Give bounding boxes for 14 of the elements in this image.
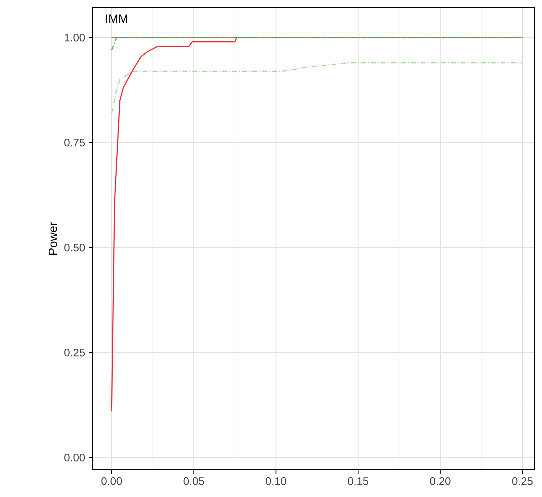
line-series (111, 62, 524, 114)
y-tick-label: 0.75 (64, 138, 86, 147)
x-tick-label: 0.25 (512, 478, 533, 486)
x-tick-label: 0.05 (184, 478, 204, 486)
y-axis-title: Power (48, 222, 58, 255)
x-tick-label: 0.10 (266, 478, 286, 486)
y-tick-label: 0.00 (64, 454, 86, 462)
y-tick-label: 0.50 (64, 244, 86, 252)
y-tick-label: 0.25 (64, 348, 86, 357)
chart-title: IMM (106, 14, 128, 23)
x-tick-label: 0.20 (430, 478, 451, 486)
x-tick-label: 0.15 (348, 478, 369, 486)
x-tick-label: 0.00 (102, 478, 122, 486)
y-tick-label: 1.00 (64, 34, 86, 42)
